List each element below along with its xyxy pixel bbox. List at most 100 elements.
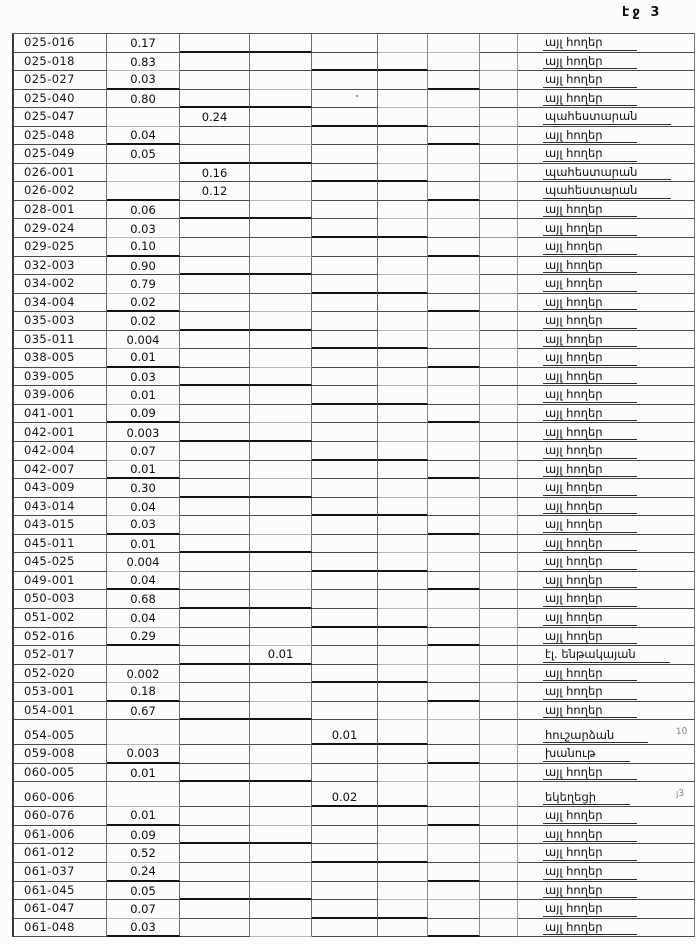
empty-cell xyxy=(180,34,250,53)
table-row: 052-020 0.002 այլ հողեր xyxy=(12,664,695,684)
empty-cell xyxy=(312,460,378,480)
empty-cell xyxy=(428,881,480,901)
table-row: 061-012 0.52 այլ հողեր xyxy=(12,844,695,863)
empty-cell xyxy=(428,219,480,239)
empty-cell xyxy=(378,497,428,517)
empty-cell xyxy=(480,646,518,665)
land-type-label: այլ հողեր xyxy=(543,556,637,570)
table-row: 025-027 0.03 այլ հողեր xyxy=(12,71,695,90)
empty-cell xyxy=(180,534,250,554)
area-value-cell: 0.03 xyxy=(107,367,180,387)
land-type-cell: այլ հողեր xyxy=(518,349,695,368)
parcel-code-cell: 035-003 xyxy=(12,312,107,331)
empty-cell xyxy=(180,571,250,591)
land-type-label: այլ հողեր xyxy=(543,203,637,218)
empty-cell xyxy=(378,126,428,146)
empty-cell xyxy=(250,460,312,480)
empty-cell xyxy=(250,627,312,647)
area-value-cell: 0.01 xyxy=(312,720,378,746)
empty-cell xyxy=(312,238,378,257)
area-value-cell: 0.30 xyxy=(107,479,180,498)
land-type-label: այլ հողեր xyxy=(543,74,637,88)
area-value-cell: 0.02 xyxy=(107,293,180,313)
empty-cell xyxy=(180,763,250,783)
parcel-code-cell: 035-011 xyxy=(12,330,107,350)
empty-cell xyxy=(480,571,518,591)
empty-cell xyxy=(180,256,250,276)
empty-cell xyxy=(378,683,428,702)
parcel-code-cell: 061-047 xyxy=(12,900,107,919)
empty-cell xyxy=(250,745,312,764)
empty-cell xyxy=(378,782,428,808)
land-type-cell: այլ հողեր xyxy=(518,423,695,443)
land-type-label: այլ հողեր xyxy=(543,847,637,861)
empty-cell xyxy=(480,52,518,72)
parcel-code-cell: 025-049 xyxy=(12,145,107,164)
empty-cell xyxy=(180,825,250,845)
table-row: 061-037 0.24 այլ հողեր xyxy=(12,862,695,882)
area-value-cell: 0.03 xyxy=(107,71,180,90)
empty-cell xyxy=(180,293,250,313)
table-rows: 025-016 0.17 այլ հողեր 025-018 0.83 այլ հողեր… xyxy=(12,34,695,938)
land-type-cell: այլ հողեր xyxy=(518,590,695,609)
table-row: 041-001 0.09 այլ հողեր xyxy=(12,404,695,424)
land-type-cell: այլ հողեր xyxy=(518,404,695,424)
table-row: 039-005 0.03 այլ հողեր xyxy=(12,367,695,387)
empty-cell xyxy=(180,200,250,220)
land-type-label: այլ հողեր xyxy=(543,37,637,51)
parcel-code-cell: 025-040 xyxy=(12,89,107,109)
empty-cell xyxy=(428,516,480,535)
parcel-code-cell: 026-001 xyxy=(12,163,107,183)
land-type-cell: այլ հողեր xyxy=(518,275,695,294)
parcel-code-cell: 051-002 xyxy=(12,608,107,628)
empty-cell xyxy=(180,918,250,938)
empty-cell xyxy=(378,534,428,554)
empty-cell xyxy=(250,163,312,183)
table-row: 042-007 0.01 այլ հողեր xyxy=(12,460,695,480)
empty-cell xyxy=(312,807,378,826)
empty-cell xyxy=(312,701,378,721)
parcel-code-cell: 043-015 xyxy=(12,516,107,535)
empty-cell xyxy=(312,71,378,90)
table-row: 059-008 0.003 խանութ xyxy=(12,745,695,764)
empty-cell xyxy=(180,590,250,609)
area-value-cell: 0.12 xyxy=(180,182,250,201)
empty-cell xyxy=(180,608,250,628)
land-type-label: պահեստարան xyxy=(543,185,672,199)
table-row: 049-001 0.04 այլ հողեր xyxy=(12,571,695,591)
land-type-cell: էլ. ենթակայան xyxy=(518,646,695,665)
area-value-cell: 0.09 xyxy=(107,825,180,845)
empty-cell xyxy=(428,423,480,443)
land-type-cell: այլ հողեր xyxy=(518,312,695,331)
empty-cell xyxy=(312,34,378,53)
land-type-label: այլ հողեր xyxy=(543,278,637,292)
land-type-cell: այլ հողեր xyxy=(518,293,695,313)
empty-cell xyxy=(180,404,250,424)
land-type-label: այլ հողեր xyxy=(543,482,637,496)
land-type-label: այլ հողեր xyxy=(543,296,637,311)
land-type-label: այլ հողեր xyxy=(543,704,637,719)
land-type-cell: այլ հողեր xyxy=(518,34,695,53)
empty-cell xyxy=(312,330,378,350)
area-value-cell: 0.02 xyxy=(312,782,378,808)
area-value-cell: 0.67 xyxy=(107,701,180,721)
parcel-code-cell: 042-001 xyxy=(12,423,107,443)
land-type-cell: այլ հողեր xyxy=(518,571,695,591)
table-row: 061-045 0.05 այլ հողեր xyxy=(12,881,695,901)
parcel-code-cell: 045-025 xyxy=(12,553,107,572)
table-row: 025-016 0.17 այլ հողեր xyxy=(12,34,695,53)
empty-cell xyxy=(378,745,428,764)
table-row: 061-006 0.09 այլ հողեր xyxy=(12,825,695,845)
area-value-cell: 0.80 xyxy=(107,89,180,109)
empty-cell xyxy=(312,404,378,424)
empty-cell xyxy=(312,89,378,109)
empty-cell xyxy=(180,71,250,90)
empty-cell xyxy=(480,782,518,808)
table-row: 029-025 0.10 այլ հողեր xyxy=(12,238,695,257)
empty-cell xyxy=(312,862,378,882)
table-row: 035-011 0.004 այլ հողեր xyxy=(12,330,695,350)
land-type-cell: այլ հողեր xyxy=(518,442,695,461)
area-value-cell: 0.01 xyxy=(107,534,180,554)
empty-cell xyxy=(312,219,378,239)
land-type-label: այլ հողեր xyxy=(543,333,637,348)
